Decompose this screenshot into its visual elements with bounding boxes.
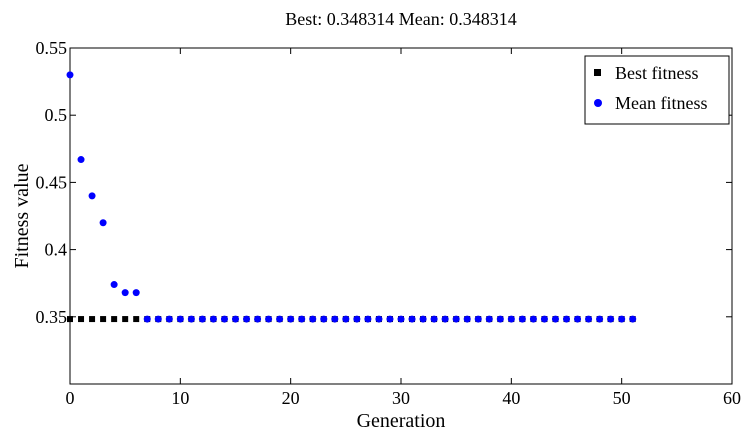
mean-fitness-point <box>386 315 394 323</box>
legend: Best fitness Mean fitness <box>584 55 730 125</box>
mean-fitness-point <box>331 315 339 323</box>
mean-fitness-point <box>496 315 504 323</box>
mean-fitness-point <box>507 315 515 323</box>
mean-fitness-point <box>452 315 460 323</box>
mean-fitness-point <box>463 315 471 323</box>
x-tick-label: 20 <box>282 388 300 408</box>
mean-fitness-point <box>243 315 251 323</box>
y-tick-label: 0.55 <box>36 38 68 58</box>
mean-fitness-series <box>66 71 637 323</box>
mean-fitness-point <box>540 315 548 323</box>
x-tick-label: 30 <box>392 388 410 408</box>
mean-fitness-point <box>529 315 537 323</box>
mean-fitness-point <box>441 315 449 323</box>
mean-fitness-point <box>551 315 559 323</box>
x-tick-label: 0 <box>66 388 75 408</box>
mean-fitness-point <box>563 315 570 323</box>
legend-best-marker <box>594 69 601 76</box>
mean-fitness-point <box>474 315 482 323</box>
mean-fitness-point <box>375 315 383 323</box>
y-axis-ticks: 0.35 0.4 0.45 0.5 0.55 <box>36 38 732 327</box>
best-fitness-point <box>133 316 140 323</box>
x-tick-label: 40 <box>502 388 520 408</box>
mean-fitness-point <box>485 315 493 323</box>
y-axis-label: Fitness value <box>11 163 33 268</box>
mean-fitness-point <box>618 315 626 323</box>
y-tick-label: 0.5 <box>45 105 68 125</box>
legend-mean-marker <box>594 99 602 107</box>
mean-fitness-point <box>342 315 350 323</box>
x-axis-label: Generation <box>357 410 446 432</box>
mean-fitness-point <box>154 315 162 323</box>
mean-fitness-point <box>320 315 328 323</box>
x-axis-ticks: 0 10 20 30 40 50 60 <box>66 48 741 408</box>
mean-fitness-point <box>88 192 96 200</box>
mean-fitness-point <box>198 315 206 323</box>
mean-fitness-point <box>232 315 239 323</box>
mean-fitness-point <box>574 315 582 323</box>
x-tick-label: 50 <box>613 388 631 408</box>
mean-fitness-point <box>353 315 361 323</box>
mean-fitness-point <box>254 315 262 323</box>
y-tick-label: 0.35 <box>36 307 68 327</box>
mean-fitness-point <box>209 315 217 323</box>
best-fitness-point <box>122 316 129 323</box>
y-tick-label: 0.45 <box>36 172 68 192</box>
mean-fitness-point <box>276 315 284 323</box>
mean-fitness-point <box>99 219 107 227</box>
mean-fitness-point <box>309 315 317 323</box>
chart-title: Best: 0.348314 Mean: 0.348314 <box>285 9 517 29</box>
mean-fitness-point <box>132 289 140 297</box>
x-tick-label: 10 <box>171 388 189 408</box>
mean-fitness-point <box>165 315 173 323</box>
mean-fitness-point <box>408 315 416 323</box>
mean-fitness-point <box>596 315 604 323</box>
mean-fitness-point <box>629 315 637 323</box>
mean-fitness-point <box>265 315 273 323</box>
y-tick-label: 0.4 <box>45 240 68 260</box>
mean-fitness-point <box>66 71 74 79</box>
legend-best-label: Best fitness <box>615 63 699 83</box>
x-tick-label: 60 <box>723 388 741 408</box>
mean-fitness-point <box>110 281 118 289</box>
legend-mean-label: Mean fitness <box>615 93 707 113</box>
mean-fitness-point <box>430 315 438 323</box>
legend-box <box>584 55 730 125</box>
mean-fitness-point <box>220 315 228 323</box>
best-fitness-point <box>100 316 107 323</box>
mean-fitness-point <box>397 315 405 323</box>
mean-fitness-point <box>77 156 85 164</box>
mean-fitness-point <box>121 289 129 297</box>
best-fitness-point <box>89 316 96 323</box>
mean-fitness-point <box>518 315 526 323</box>
mean-fitness-point <box>607 315 615 323</box>
best-fitness-point <box>78 316 85 323</box>
best-fitness-point <box>67 316 73 323</box>
mean-fitness-point <box>364 315 372 323</box>
mean-fitness-point <box>287 315 295 323</box>
mean-fitness-point <box>187 315 195 323</box>
mean-fitness-point <box>298 315 306 323</box>
mean-fitness-point <box>585 315 593 323</box>
mean-fitness-point <box>143 315 151 323</box>
mean-fitness-point <box>176 315 184 323</box>
best-fitness-point <box>111 316 118 323</box>
mean-fitness-point <box>419 315 427 323</box>
